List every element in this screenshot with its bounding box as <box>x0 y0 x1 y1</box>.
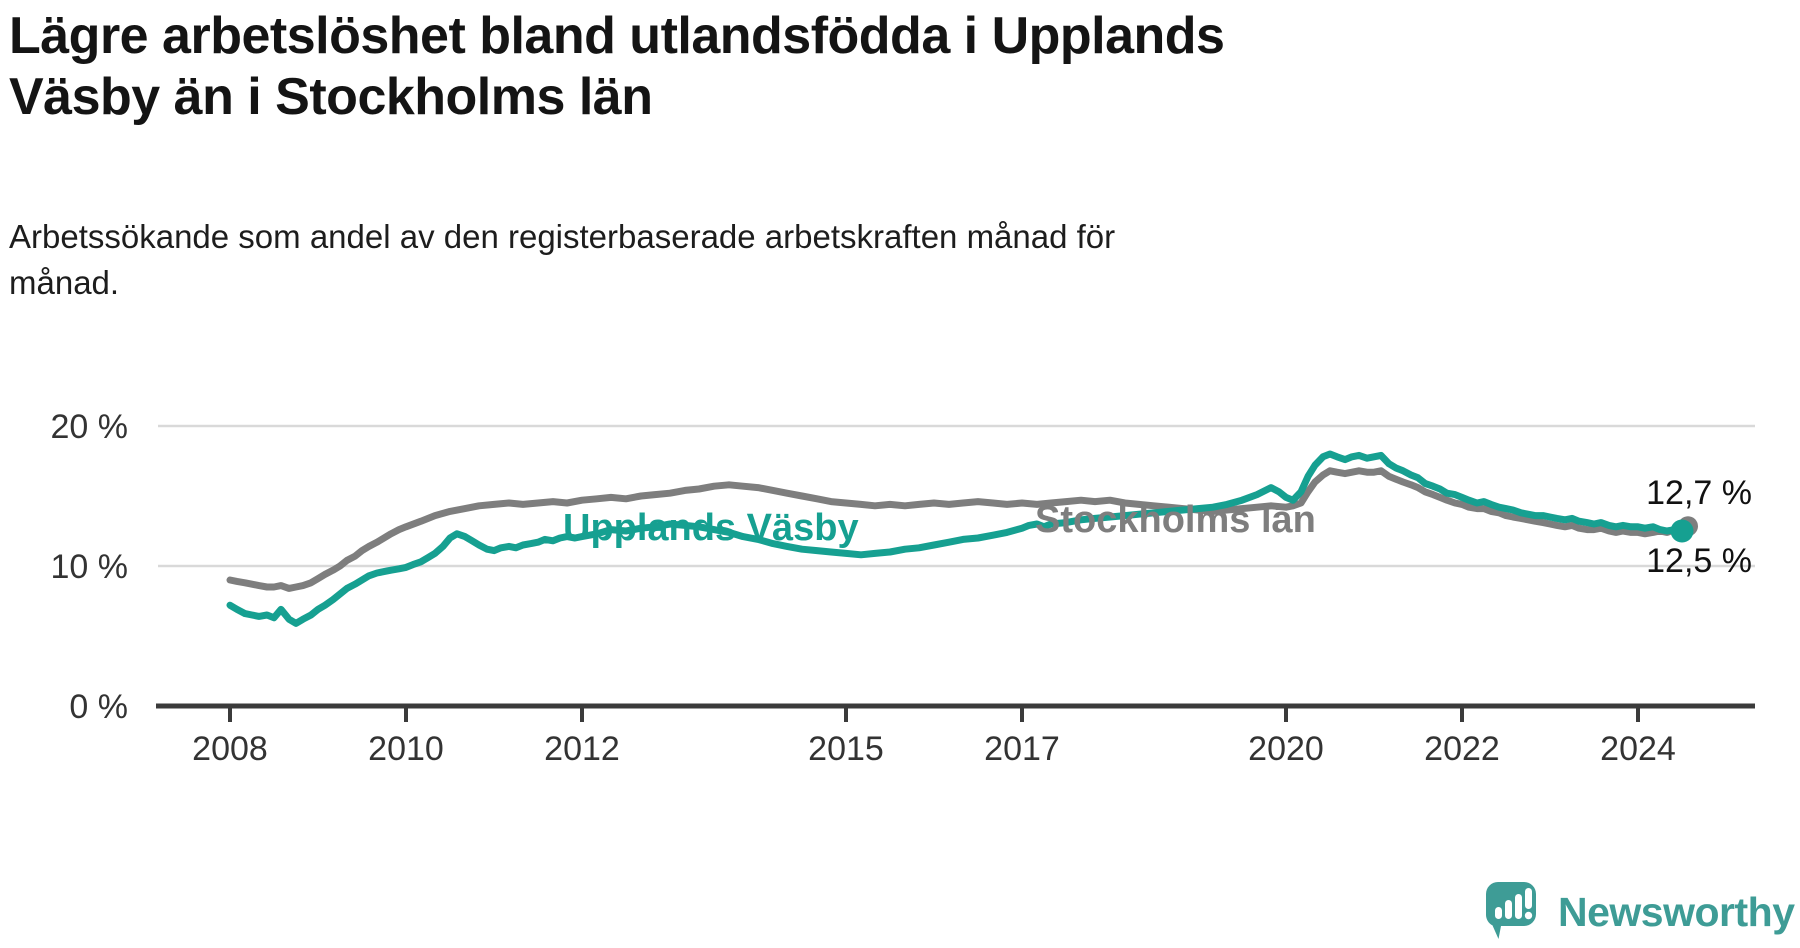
series-label-upplands-vasby: Upplands Väsby <box>563 507 859 549</box>
end-dot-upplands-vasby <box>1670 519 1694 543</box>
x-tick-label-2010: 2010 <box>368 730 444 768</box>
page-title-line-1: Lägre arbetslöshet bland utlandsfödda i … <box>9 7 1225 65</box>
x-tick-label-2017: 2017 <box>984 730 1060 768</box>
end-value-label-stockholms-lan: 12,7 % <box>1646 474 1752 512</box>
x-tick-label-2015: 2015 <box>808 730 884 768</box>
newsworthy-wordmark: Newsworthy <box>1558 888 1795 935</box>
newsworthy-bubble-chart-icon <box>1486 882 1536 939</box>
y-tick-label-20: 20 % <box>51 408 129 446</box>
series-line-upplands-vasby <box>226 450 1686 627</box>
series-label-stockholms-lan: Stockholms län <box>1035 499 1316 541</box>
x-tick-label-2008: 2008 <box>192 730 268 768</box>
chart-subtitle-line-1: Arbetssökande som andel av den registerb… <box>9 218 1116 255</box>
y-tick-label-10: 10 % <box>51 548 129 586</box>
x-tick-label-2020: 2020 <box>1248 730 1324 768</box>
end-value-label-upplands-vasby: 12,5 % <box>1646 542 1752 580</box>
y-tick-label-0: 0 % <box>69 688 128 726</box>
chart-subtitle-line-2: månad. <box>9 264 120 301</box>
page-title: Lägre arbetslöshet bland utlandsfödda i … <box>9 6 1225 128</box>
newsworthy-logo: Newsworthy <box>1486 882 1795 942</box>
x-tick-label-2024: 2024 <box>1600 730 1676 768</box>
page-title-line-2: Väsby än i Stockholms län <box>9 68 653 126</box>
x-tick-label-2012: 2012 <box>544 730 620 768</box>
chart-subtitle: Arbetssökande som andel av den registerb… <box>9 214 1115 306</box>
x-tick-label-2022: 2022 <box>1424 730 1500 768</box>
series-line-stockholms-lan <box>226 467 1686 592</box>
